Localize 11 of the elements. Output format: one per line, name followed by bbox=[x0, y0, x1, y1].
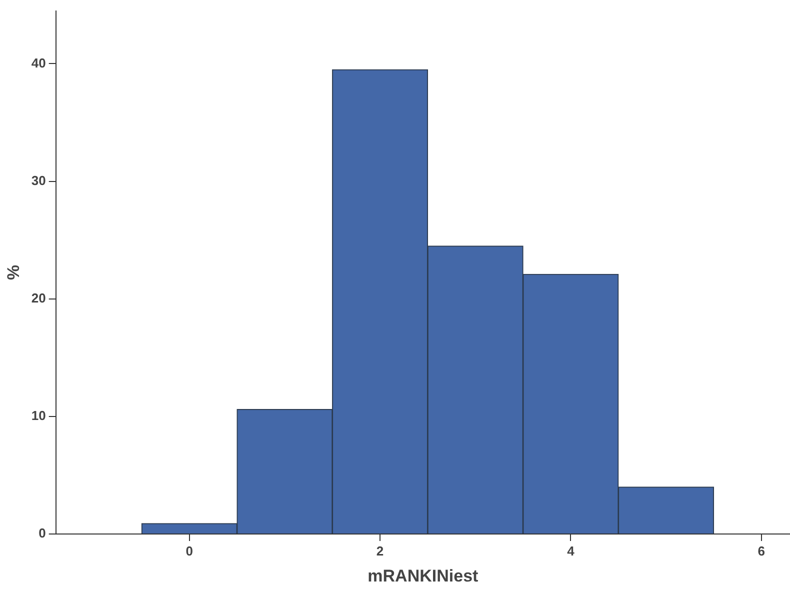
x-tick-label: 6 bbox=[758, 543, 766, 558]
y-axis-title: % bbox=[4, 264, 23, 280]
y-tick-label: 30 bbox=[31, 172, 46, 188]
y-tick-label: 0 bbox=[38, 526, 46, 541]
x-tick-label: 2 bbox=[376, 543, 384, 558]
x-tick-label: 0 bbox=[186, 543, 193, 558]
x-axis-title: mRANKINiest bbox=[368, 566, 479, 586]
x-tick-label: 4 bbox=[567, 543, 576, 558]
y-tick-label: 10 bbox=[31, 408, 46, 424]
y-tick-label: 40 bbox=[31, 55, 46, 70]
y-tick-label: 20 bbox=[31, 290, 46, 306]
